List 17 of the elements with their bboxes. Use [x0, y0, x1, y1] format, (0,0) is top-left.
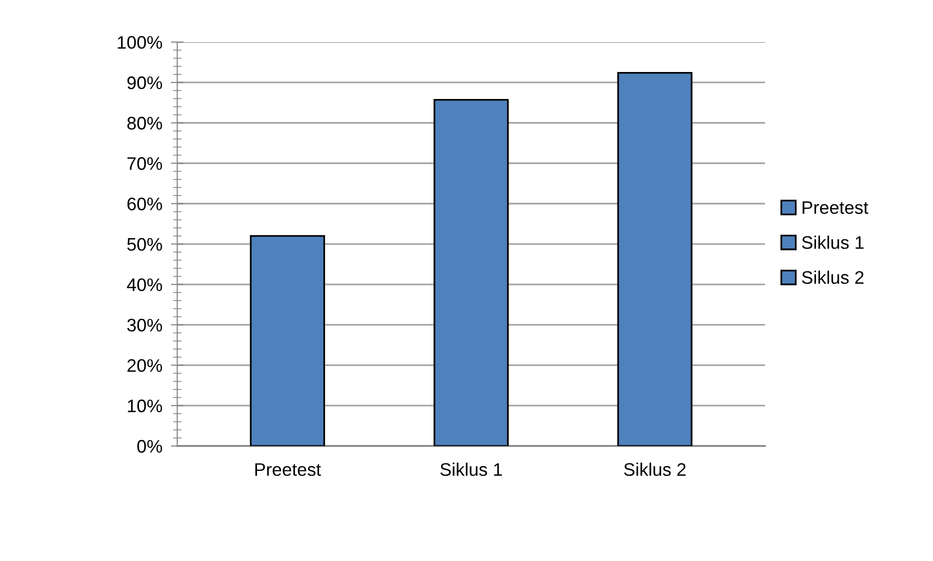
- y-tick-label: 40%: [126, 278, 162, 292]
- y-tick-label: 60%: [127, 198, 162, 210]
- y-tick-label: 50%: [127, 238, 162, 251]
- legend-label: Siklus 2: [802, 270, 864, 284]
- y-tick-label: 0%: [137, 440, 162, 453]
- legend-label: Preetest: [802, 201, 868, 214]
- y-tick-label: 100%: [118, 36, 162, 49]
- y-tick-label: 80%: [127, 116, 162, 130]
- x-tick-label: Preetest: [255, 463, 321, 476]
- x-tick-label: Siklus 1: [440, 462, 502, 476]
- y-tick-label: 90%: [127, 76, 162, 90]
- legend-label: Siklus 1: [802, 236, 864, 249]
- y-tick-label: 70%: [127, 157, 162, 170]
- y-tick-label: 30%: [127, 318, 162, 332]
- x-tick-label: Siklus 2: [624, 462, 686, 476]
- y-tick-label: 20%: [127, 359, 162, 372]
- y-tick-label: 10%: [128, 400, 162, 412]
